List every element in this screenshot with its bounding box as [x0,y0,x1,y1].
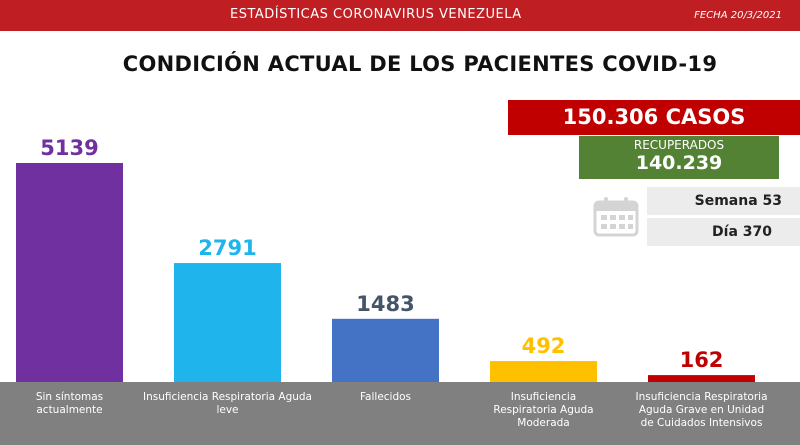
recovered-badge: RECUPERADOS 140.239 [579,136,779,179]
bar-value-label-3: 1483 [356,292,414,316]
header-date: FECHA 20/3/2021 [694,10,782,21]
bar-3 [332,318,439,382]
day-counter-text: Día 370 [712,224,772,240]
header-title: ESTADÍSTICAS CORONAVIRUS VENEZUELA [230,7,522,22]
week-counter-text: Semana 53 [694,193,782,209]
bar-1 [16,163,123,382]
category-label-5: Insuficiencia Respiratoria Aguda Grave e… [635,391,768,429]
recovered-value: 140.239 [635,152,723,174]
bar-value-label-1: 5139 [40,136,98,160]
day-counter: Día 370 [647,218,800,246]
total-cases-badge: 150.306 CASOS [508,100,800,135]
page-title: CONDICIÓN ACTUAL DE LOS PACIENTES COVID-… [122,52,718,76]
category-label-3: Fallecidos [359,391,412,403]
bar-value-label-2: 2791 [198,236,256,260]
bar-value-label-4: 492 [522,334,566,358]
bar-2 [174,263,281,382]
category-label-1: Sin síntomas actualmente [35,391,104,416]
chart-baseline-band [0,382,800,445]
category-label-4: Insuficiencia Respiratoria Aguda Moderad… [493,391,594,429]
header-bar: ESTADÍSTICAS CORONAVIRUS VENEZUELA FECHA… [0,0,800,31]
bar-value-label-5: 162 [680,348,724,372]
recovered-label: RECUPERADOS [633,138,725,152]
bar-5 [648,375,755,382]
week-counter: Semana 53 [647,187,800,215]
bar-4 [490,361,597,382]
category-label-2: Insuficiencia Respiratoria Aguda leve [143,391,312,416]
calendar-icon [593,197,639,237]
